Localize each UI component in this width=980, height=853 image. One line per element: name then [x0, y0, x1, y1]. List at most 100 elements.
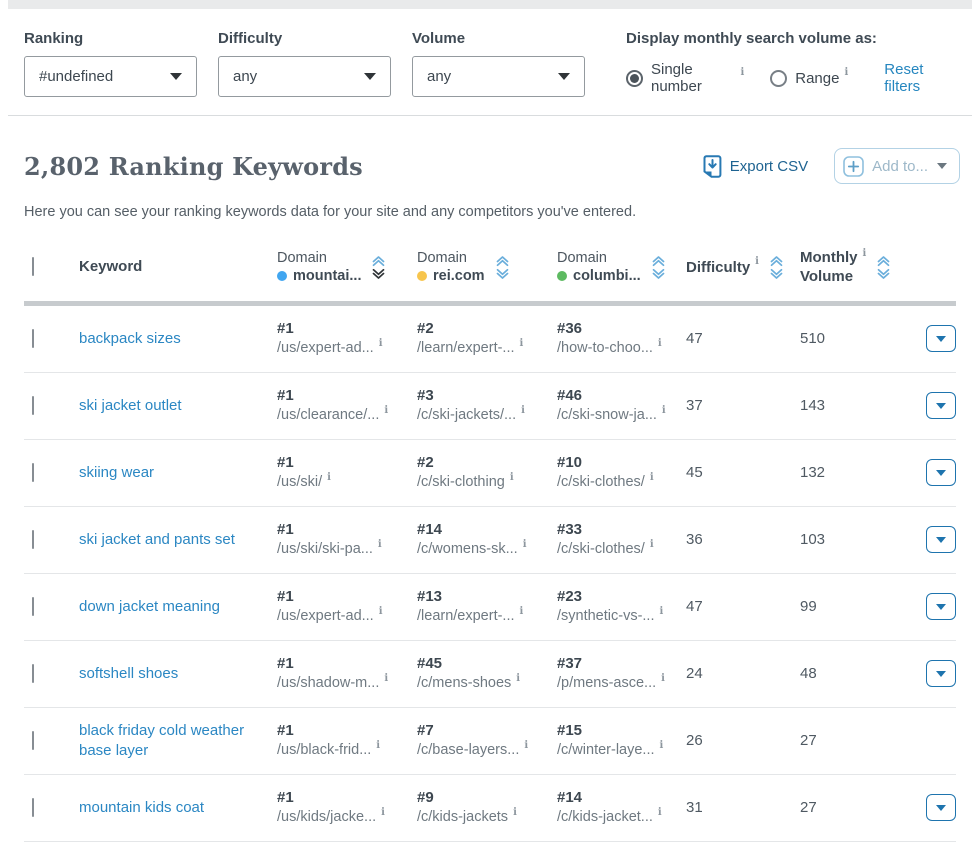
ranking-url: /c/kids-jackets [417, 809, 509, 826]
info-icon[interactable]: i [516, 673, 521, 685]
info-icon[interactable]: i [513, 807, 517, 819]
row-checkbox[interactable] [32, 797, 34, 817]
keyword-link[interactable]: ski jacket outlet [79, 397, 182, 414]
volume-filter-select[interactable]: any [412, 56, 585, 97]
keyword-link[interactable]: ski jacket and pants set [79, 531, 235, 548]
sort-icon[interactable] [769, 256, 784, 279]
sort-icon-active[interactable] [371, 256, 386, 279]
row-checkbox[interactable] [32, 395, 34, 415]
info-icon[interactable]: i [521, 405, 525, 417]
rank-value: #1 [277, 520, 294, 538]
keyword-link[interactable]: mountain kids coat [79, 799, 205, 816]
page-title: 2,802 Ranking Keywords [24, 151, 363, 181]
export-download-icon [703, 154, 722, 178]
info-icon[interactable]: i [649, 539, 654, 551]
row-actions-button[interactable] [926, 325, 956, 353]
select-all-checkbox[interactable] [32, 257, 34, 277]
domain-column-header-columbia: Domain columbi... [557, 250, 686, 284]
info-icon[interactable]: i [657, 338, 662, 350]
info-icon[interactable]: i [659, 606, 664, 618]
range-radio-label: Range [795, 69, 840, 87]
chevron-down-icon [936, 335, 946, 342]
keyword-link[interactable]: black friday cold weather base layer [79, 722, 245, 759]
table-row: mountain kids coat #1 /us/kids/jacke... i… [24, 775, 956, 842]
row-checkbox[interactable] [32, 328, 34, 348]
sort-icon[interactable] [495, 256, 510, 279]
info-icon[interactable]: i [377, 539, 382, 551]
difficulty-value: 24 [686, 664, 703, 682]
info-icon[interactable]: i [659, 740, 664, 752]
info-icon[interactable]: i [649, 472, 654, 484]
single-number-radio[interactable] [626, 69, 643, 87]
table-row: skiing wear #1 /us/ski/i #2 /c/ski-cloth… [24, 440, 956, 507]
row-actions-button[interactable] [926, 660, 956, 688]
keyword-link[interactable]: down jacket meaning [79, 598, 220, 615]
reset-filters-link[interactable]: Reset filters [884, 61, 924, 95]
difficulty-filter-select[interactable]: any [218, 56, 391, 97]
info-icon[interactable]: i [509, 472, 514, 484]
chevron-down-icon [936, 603, 946, 610]
volume-filter: Volume any [412, 30, 585, 97]
monthly-volume-value: 27 [800, 731, 817, 749]
info-icon[interactable]: i [384, 673, 389, 685]
monthly-volume-value: 99 [800, 597, 817, 615]
info-icon[interactable]: i [657, 807, 662, 819]
info-icon[interactable]: i [862, 248, 867, 259]
row-checkbox[interactable] [32, 730, 34, 750]
info-icon[interactable]: i [524, 740, 529, 752]
row-actions-button[interactable] [926, 526, 956, 554]
info-icon[interactable]: i [755, 255, 759, 267]
top-divider-strip [8, 0, 972, 9]
sort-icon[interactable] [876, 256, 891, 279]
ranking-filter-value: #undefined [39, 68, 114, 85]
info-icon[interactable]: i [378, 338, 383, 350]
rank-value: #3 [417, 386, 434, 404]
chevron-down-icon [937, 163, 947, 169]
info-icon[interactable]: i [661, 673, 665, 685]
ranking-url: /c/ski-clothes/ [557, 474, 645, 491]
volume-filter-label: Volume [412, 30, 466, 47]
info-icon[interactable]: i [519, 338, 524, 350]
info-icon[interactable]: i [661, 405, 666, 417]
range-radio[interactable] [770, 69, 788, 87]
ranking-url: /us/ski/ski-pa... [277, 541, 373, 558]
domain-column-label: Domain [417, 250, 467, 267]
info-icon[interactable]: i [327, 472, 331, 484]
difficulty-column-header: Difficulty i [686, 256, 800, 279]
sort-icon[interactable] [651, 256, 666, 279]
rank-value: #2 [417, 319, 434, 337]
keyword-link[interactable]: backpack sizes [79, 330, 181, 347]
info-icon[interactable]: i [381, 807, 385, 819]
row-actions-button[interactable] [926, 794, 956, 822]
row-checkbox[interactable] [32, 462, 34, 482]
ranking-url: /us/ski/ [277, 474, 323, 491]
ranking-filter-select[interactable]: #undefined [24, 56, 197, 97]
keyword-link[interactable]: softshell shoes [79, 665, 179, 682]
chevron-down-icon [936, 536, 946, 543]
row-checkbox[interactable] [32, 529, 34, 549]
info-icon[interactable]: i [519, 606, 524, 618]
info-icon[interactable]: i [740, 66, 745, 78]
row-actions-button[interactable] [926, 593, 956, 621]
info-icon[interactable]: i [384, 405, 389, 417]
info-icon[interactable]: i [522, 539, 527, 551]
info-icon[interactable]: i [376, 740, 381, 752]
ranking-url: /us/kids/jacke... [277, 809, 377, 826]
monthly-volume-value: 132 [800, 463, 826, 481]
export-csv-button[interactable]: Export CSV [703, 154, 808, 178]
add-to-button[interactable]: Add to... [834, 148, 960, 184]
keyword-link[interactable]: skiing wear [79, 464, 155, 481]
domain-site-name: rei.com [433, 268, 485, 285]
row-checkbox[interactable] [32, 596, 34, 616]
ranking-url: /us/shadow-m... [277, 675, 380, 692]
info-icon[interactable]: i [378, 606, 383, 618]
ranking-url: /c/mens-shoes [417, 675, 512, 692]
rank-value: #1 [277, 453, 294, 471]
table-row: softshell shoes #1 /us/shadow-m... i #45 … [24, 641, 956, 708]
row-actions-button[interactable] [926, 392, 956, 420]
monthly-volume-value: 143 [800, 396, 826, 414]
keyword-column-header[interactable]: Keyword [79, 258, 143, 276]
row-checkbox[interactable] [32, 663, 34, 683]
info-icon[interactable]: i [844, 66, 849, 78]
row-actions-button[interactable] [926, 459, 956, 487]
